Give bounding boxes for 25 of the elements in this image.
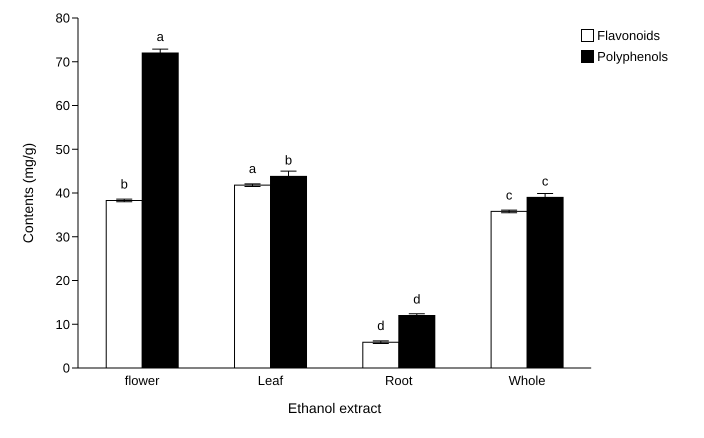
data-label: c xyxy=(506,187,513,202)
data-label: b xyxy=(284,152,292,168)
data-label: c xyxy=(542,173,549,188)
data-label: a xyxy=(248,161,257,176)
y-tick-label: 60 xyxy=(56,98,70,114)
y-tick-label: 50 xyxy=(56,142,70,157)
x-tick-label: Root xyxy=(385,373,413,388)
data-label: d xyxy=(377,318,384,334)
y-tick-label: 70 xyxy=(56,54,70,70)
y-tick-label: 0 xyxy=(62,360,70,376)
y-tick-label: 30 xyxy=(56,229,70,244)
x-tick-label: Leaf xyxy=(258,373,284,388)
y-tick-label: 80 xyxy=(56,10,70,26)
x-axis-title: Ethanol extract xyxy=(288,400,382,416)
data-label: d xyxy=(413,292,420,306)
legend-label: Flavonoids xyxy=(597,28,660,43)
data-label: b xyxy=(120,176,128,192)
x-tick-label: flower xyxy=(124,373,160,388)
y-tick-label: 10 xyxy=(56,316,70,332)
y-tick-label: 20 xyxy=(56,273,70,288)
y-tick-label: 40 xyxy=(56,186,70,201)
x-tick-label: Whole xyxy=(508,373,546,388)
data-label: a xyxy=(156,29,165,44)
legend-label: Polyphenols xyxy=(597,49,668,64)
y-axis-title: Contents (mg/g) xyxy=(20,142,36,244)
